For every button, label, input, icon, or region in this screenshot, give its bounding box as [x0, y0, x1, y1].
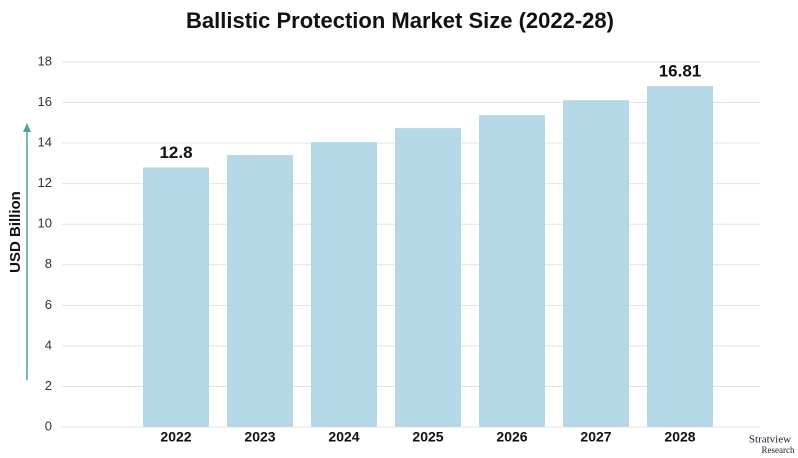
y-tick-label: 16 — [38, 94, 52, 109]
x-tick-label: 2026 — [496, 429, 527, 445]
logo-sub: Research — [762, 445, 795, 455]
bar — [647, 86, 713, 427]
x-tick-label: 2027 — [580, 429, 611, 445]
bar — [227, 155, 293, 427]
y-axis-label: USD Billion — [7, 191, 24, 273]
y-tick-label: 8 — [45, 256, 52, 271]
x-tick-label: 2022 — [160, 429, 191, 445]
y-tick-label: 18 — [38, 53, 52, 68]
bar — [479, 115, 545, 427]
axis-arrow-head — [23, 123, 31, 132]
y-tick-label: 4 — [45, 337, 52, 352]
logo-name: Stratview — [749, 434, 791, 446]
bar — [395, 128, 461, 427]
data-label: 12.8 — [159, 143, 192, 162]
chart-title: Ballistic Protection Market Size (2022-2… — [186, 8, 614, 33]
y-tick-label: 6 — [45, 297, 52, 312]
x-tick-label: 2025 — [412, 429, 443, 445]
bar — [143, 167, 209, 427]
y-tick-label: 12 — [38, 175, 52, 190]
y-tick-label: 14 — [38, 135, 52, 150]
data-label: 16.81 — [659, 62, 702, 81]
x-tick-label: 2023 — [244, 429, 275, 445]
x-tick-label: 2024 — [328, 429, 359, 445]
x-tick-label: 2028 — [664, 429, 695, 445]
bar — [311, 142, 377, 427]
y-tick-label: 10 — [38, 216, 52, 231]
y-tick-label: 2 — [45, 378, 52, 393]
y-tick-label: 0 — [45, 418, 52, 433]
bar — [563, 100, 629, 427]
